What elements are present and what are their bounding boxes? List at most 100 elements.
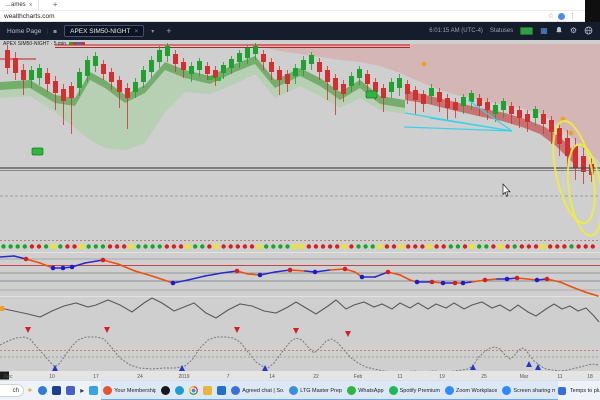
bell-icon[interactable] (555, 26, 563, 37)
header-right: 6:01:15 AM (UTC-4) Statuses ▦ ⚙ (429, 26, 593, 37)
recorder-icon (161, 386, 171, 395)
header-separator: | (46, 27, 49, 35)
buy-arrow-icon (535, 364, 541, 370)
store-icon-button[interactable] (87, 381, 101, 400)
zoom-window[interactable]: Zoom Workplace (442, 381, 500, 400)
globe-icon[interactable] (584, 26, 593, 37)
edge-icon-button[interactable] (36, 381, 50, 400)
svg-text:11: 11 (397, 374, 402, 380)
sell-arrow-icon (104, 327, 110, 333)
yellow-drawn-ellipse (552, 119, 600, 237)
teams-icon (66, 386, 76, 395)
outlook-icon-button[interactable] (214, 381, 229, 400)
sell-arrow-icon (234, 327, 240, 333)
teams-icon-button[interactable] (64, 381, 78, 400)
svg-text:Feb: Feb (354, 374, 363, 380)
taskbar-app-label: WhatsApp (358, 387, 384, 394)
edge-icon (38, 386, 48, 395)
membership-window[interactable]: Your Membership I... (100, 381, 159, 400)
chart-legend: APEX SIM50-NIGHT · 5 min (3, 41, 85, 47)
screenshare-window (502, 386, 512, 395)
chart-legend-text: APEX SIM50-NIGHT · 5 min (3, 41, 66, 47)
chart-tab-close-icon[interactable]: × (134, 27, 139, 35)
taskbar-app-label: Your Membership I... (114, 387, 157, 394)
tab-close-icon[interactable]: × (28, 1, 33, 9)
legend-mark (80, 42, 85, 45)
mail-icon-button[interactable] (50, 381, 64, 400)
add-chart-button[interactable]: + (166, 26, 172, 36)
taskbar-app-label: Screen sharing mee... (513, 387, 555, 394)
legend-mark (76, 42, 81, 45)
prep-window (289, 386, 299, 395)
whatsapp-window[interactable]: WhatsApp (344, 381, 387, 400)
skype-icon-button[interactable] (172, 381, 187, 400)
active-chart-tab[interactable]: APEX SIM50-NIGHT × (64, 25, 145, 37)
svg-text:25: 25 (481, 374, 487, 380)
platform-header: Home Page | ▪ APEX SIM50-NIGHT × ▾ + 6:0… (0, 22, 600, 40)
sell-arrow-icon (25, 327, 31, 333)
clock-text: 6:01:15 AM (UTC-4) (429, 28, 483, 34)
buy-arrow-icon (262, 365, 268, 371)
skype-icon (175, 386, 185, 395)
sparkle-icon-button[interactable]: ✦ (24, 381, 36, 400)
gear-icon[interactable]: ⚙ (569, 26, 577, 35)
svg-text:17: 17 (93, 374, 99, 380)
svg-text:24: 24 (137, 374, 143, 380)
price-levels (0, 167, 600, 297)
pointer-icon-button[interactable]: ▸ (78, 381, 87, 400)
legend-mark (72, 42, 77, 45)
mouse-cursor (502, 183, 511, 197)
oscillator-1 (0, 297, 600, 323)
taskbar-app-label: Zoom Workplace (455, 387, 498, 394)
menu-dots-icon[interactable]: ⋮ (569, 12, 576, 20)
dots-strip (1, 243, 595, 250)
outlook-icon (217, 386, 227, 395)
new-tab-button[interactable]: + (52, 0, 58, 9)
chrome-icon-button[interactable] (186, 381, 201, 400)
chart-legend-marks (68, 41, 85, 47)
store-icon (89, 386, 99, 395)
screenshare-window[interactable]: Screen sharing mee... (499, 381, 558, 400)
profile-avatar[interactable] (558, 12, 565, 20)
taskbar-app-label: Spotify Premium (399, 387, 440, 394)
cyan-trendlines (403, 99, 513, 132)
taskbar-app-label: Agreed chat | So... (242, 387, 285, 394)
trading-chart-canvas[interactable]: Dec 10 17 24 2019 7 14 22 Feb 11 19 25 Mar 11 18 (0, 40, 600, 380)
taskbar: ch ✦ ▸ Your Membership I... Agreed chat | S… (0, 380, 600, 400)
grid-icon[interactable]: ▦ (540, 26, 548, 35)
home-page-tab[interactable]: Home Page (7, 27, 42, 35)
window-corner (585, 0, 600, 22)
svg-text:18: 18 (587, 374, 593, 380)
zoom-window (444, 386, 454, 395)
prep-window[interactable]: LTG Master Prep 1... (286, 381, 345, 400)
chat-window[interactable]: Agreed chat | So... (228, 381, 287, 400)
svg-text:Dec: Dec (4, 374, 13, 380)
news-widget-text[interactable]: Temps to plummet (569, 387, 600, 394)
browser-tab-title: …ames (5, 2, 26, 8)
svg-text:19: 19 (439, 374, 445, 380)
sparkle-icon: ✦ (26, 385, 34, 395)
svg-text:7: 7 (227, 374, 230, 380)
svg-text:11: 11 (557, 374, 562, 380)
chevron-down-icon[interactable]: ▾ (151, 27, 155, 35)
buy-arrow-icon (52, 365, 58, 371)
address-bar-icons: ☆ ⋮ (548, 12, 596, 20)
legend-mark (68, 42, 73, 45)
taskbar-search-input[interactable]: ch (0, 384, 24, 397)
spotify-window[interactable]: Spotify Premium (386, 381, 443, 400)
active-chart-tab-label: APEX SIM50-NIGHT (70, 27, 131, 35)
files-icon (203, 386, 213, 395)
browser-tab[interactable]: …ames × (0, 0, 39, 11)
files-icon-button[interactable] (200, 381, 215, 400)
svg-text:22: 22 (313, 374, 319, 380)
bookmark-star-icon[interactable]: ☆ (547, 12, 554, 20)
url-text[interactable]: wealthcharts.com (4, 12, 55, 20)
svg-text:Mar: Mar (520, 374, 529, 380)
panel-icon[interactable]: ▪ (53, 27, 58, 35)
statuses-label[interactable]: Statuses (489, 28, 514, 34)
mail-icon (52, 386, 62, 395)
signal-tags (31, 61, 574, 156)
news-widget-icon[interactable] (557, 386, 566, 395)
recorder-icon-button[interactable] (158, 381, 173, 400)
pointer-icon: ▸ (80, 385, 85, 395)
